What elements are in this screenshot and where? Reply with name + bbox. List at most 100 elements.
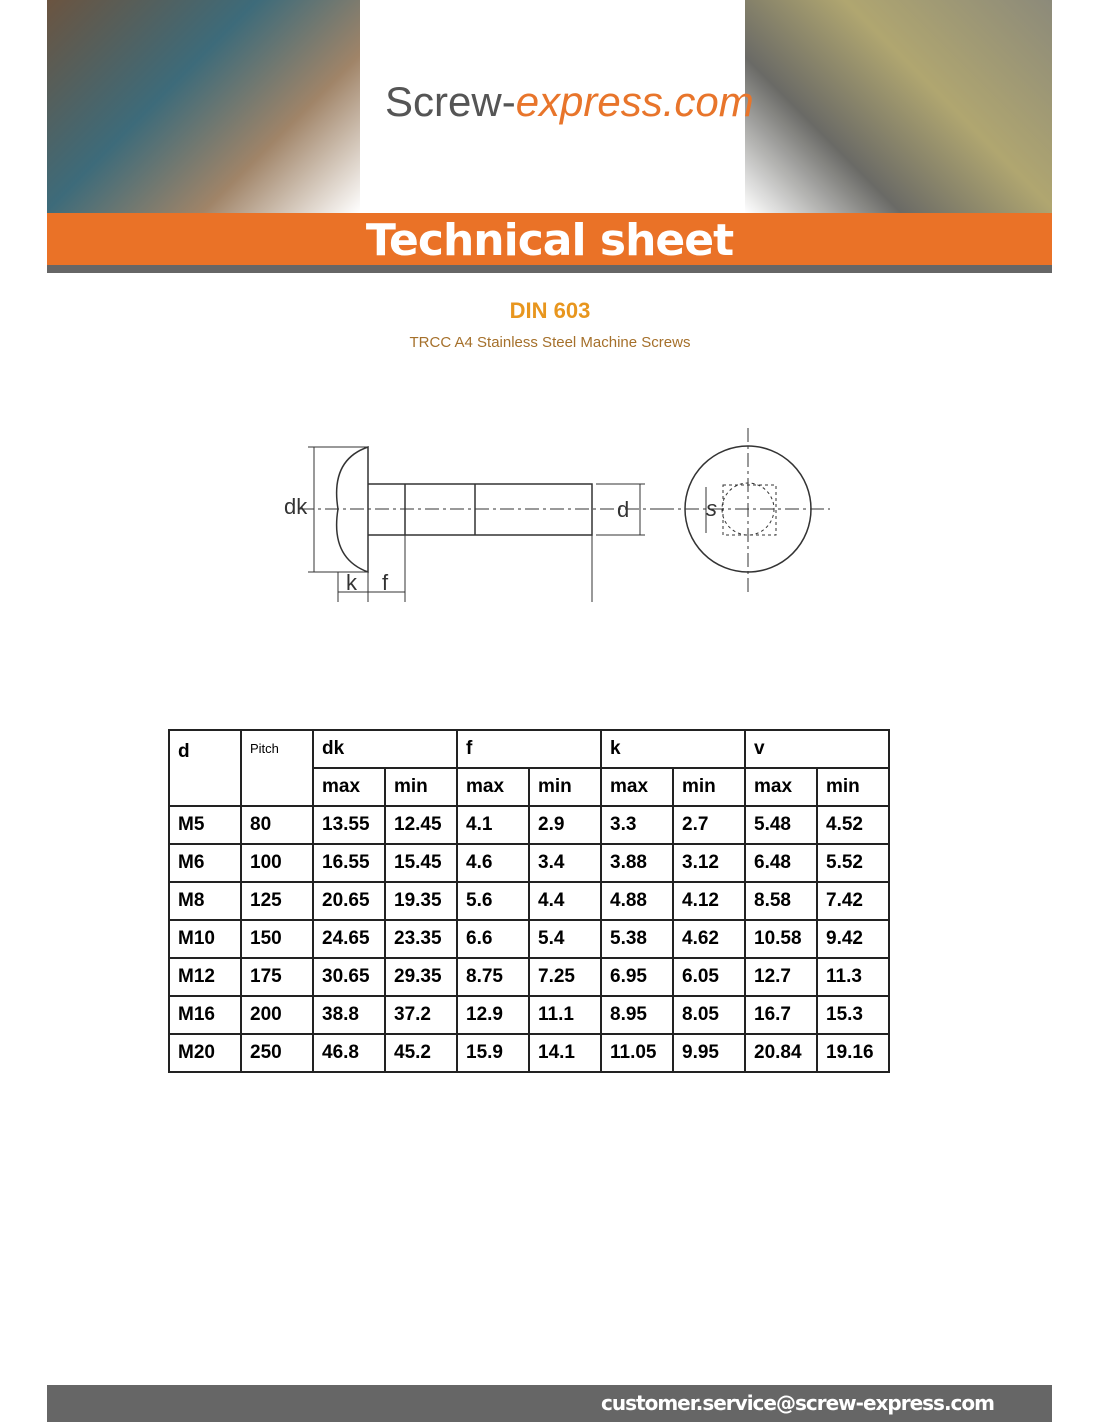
table-cell: 15.3 (816, 995, 890, 1035)
table-cell: 2.9 (528, 805, 602, 845)
table-cell: min (528, 767, 602, 807)
table-row: d Pitch dk f k v (168, 729, 890, 807)
table-row: M5 80 13.55 12.45 4.1 2.9 3.3 2.7 5.48 4.52 (168, 805, 890, 845)
header-image (745, 0, 1052, 213)
table-cell: max (456, 767, 530, 807)
table-cell: 12.45 (384, 805, 458, 845)
table-cell: 16.7 (744, 995, 818, 1035)
table-cell: 3.12 (672, 843, 746, 883)
table-cell: 20.84 (744, 1033, 818, 1073)
table-cell: M20 (168, 1033, 242, 1073)
logo: Screw-express.com (385, 78, 754, 126)
table-cell: 7.42 (816, 881, 890, 921)
table-cell: 5.52 (816, 843, 890, 883)
diagram-label: s (706, 496, 717, 521)
subtitle: TRCC A4 Stainless Steel Machine Screws (409, 334, 691, 351)
table-cell: 4.4 (528, 881, 602, 921)
table-cell: 6.95 (600, 957, 674, 997)
table-cell: 8.05 (672, 995, 746, 1035)
table-cell: 20.65 (312, 881, 386, 921)
table-cell: 5.48 (744, 805, 818, 845)
table-cell: 37.2 (384, 995, 458, 1035)
table-cell: 45.2 (384, 1033, 458, 1073)
table-cell: 100 (240, 843, 314, 883)
diagram-label: k (346, 570, 358, 595)
table-cell: 12.7 (744, 957, 818, 997)
table-cell: min (816, 767, 890, 807)
table-cell: 30.65 (312, 957, 386, 997)
table-cell: 16.55 (312, 843, 386, 883)
table-row: M10 150 24.65 23.35 6.6 5.4 5.38 4.62 10.58 9.42 (168, 919, 890, 959)
table-cell: 38.8 (312, 995, 386, 1035)
spec-table: d Pitch dk f k v max min max min max min max min M5 80 1… (168, 729, 890, 1073)
table-cell: 175 (240, 957, 314, 997)
footer: customer.service@screw-express.com (47, 1385, 1052, 1422)
table-row: M6 100 16.55 15.45 4.6 3.4 3.88 3.12 6.48 5.52 (168, 843, 890, 883)
table-cell: 46.8 (312, 1033, 386, 1073)
table-cell: 2.7 (672, 805, 746, 845)
table-cell: 7.25 (528, 957, 602, 997)
diagram-label: d (617, 497, 629, 522)
table-cell: 3.4 (528, 843, 602, 883)
table-cell: 19.35 (384, 881, 458, 921)
table-cell: 6.6 (456, 919, 530, 959)
table-cell: 150 (240, 919, 314, 959)
diagram-label: f (382, 570, 389, 595)
table-cell: 4.62 (672, 919, 746, 959)
table-cell: M5 (168, 805, 242, 845)
table-row: M16 200 38.8 37.2 12.9 11.1 8.95 8.05 16.7 15.3 (168, 995, 890, 1035)
table-cell: 6.48 (744, 843, 818, 883)
table-row: max min max min max min max min (169, 767, 890, 807)
diagram: dk k f d s (284, 428, 830, 602)
table-cell: 19.16 (816, 1033, 890, 1073)
table-cell: 4.6 (456, 843, 530, 883)
table-cell: 11.3 (816, 957, 890, 997)
table-cell: Pitch (240, 729, 314, 807)
table-cell: k (600, 729, 746, 769)
table-cell: 4.88 (600, 881, 674, 921)
table-cell: 12.9 (456, 995, 530, 1035)
table-cell: 200 (240, 995, 314, 1035)
footer-email: customer.service@screw-express.com (601, 1391, 995, 1415)
table-cell: 4.1 (456, 805, 530, 845)
table-cell: 125 (240, 881, 314, 921)
table-cell: max (312, 767, 386, 807)
table-cell: 10.58 (744, 919, 818, 959)
table-cell: 29.35 (384, 957, 458, 997)
table-cell: 80 (240, 805, 314, 845)
table-cell: 15.9 (456, 1033, 530, 1073)
table-cell: dk (312, 729, 458, 769)
table-cell: 14.1 (528, 1033, 602, 1073)
table-cell: 15.45 (384, 843, 458, 883)
table-row: M12 175 30.65 29.35 8.75 7.25 6.95 6.05 12.7 11.3 (168, 957, 890, 997)
table-row: M20 250 46.8 45.2 15.9 14.1 11.05 9.95 20.84 19.1… (168, 1033, 890, 1073)
table-cell: 11.1 (528, 995, 602, 1035)
table-cell: 6.05 (672, 957, 746, 997)
table-cell: min (384, 767, 458, 807)
table-cell: 13.55 (312, 805, 386, 845)
table-cell: M6 (168, 843, 242, 883)
table-cell: 8.75 (456, 957, 530, 997)
table-cell: 9.42 (816, 919, 890, 959)
banner: Technical sheet (47, 213, 1052, 273)
table-cell: 250 (240, 1033, 314, 1073)
table-cell: max (744, 767, 818, 807)
title: DIN 603 (509, 298, 591, 323)
table-cell: M16 (168, 995, 242, 1035)
table-cell: 8.95 (600, 995, 674, 1035)
header-image (47, 0, 360, 213)
diagram-label: dk (284, 494, 308, 519)
logo-text: Screw- (385, 78, 516, 125)
table-cell: 3.3 (600, 805, 674, 845)
table-cell: 24.65 (312, 919, 386, 959)
table-cell: M10 (168, 919, 242, 959)
table-cell: max (600, 767, 674, 807)
table-cell: 4.52 (816, 805, 890, 845)
table-cell: 9.95 (672, 1033, 746, 1073)
table-cell: 5.4 (528, 919, 602, 959)
table-cell: 8.58 (744, 881, 818, 921)
table-cell: 5.6 (456, 881, 530, 921)
table-cell: min (672, 767, 746, 807)
table-cell: 3.88 (600, 843, 674, 883)
